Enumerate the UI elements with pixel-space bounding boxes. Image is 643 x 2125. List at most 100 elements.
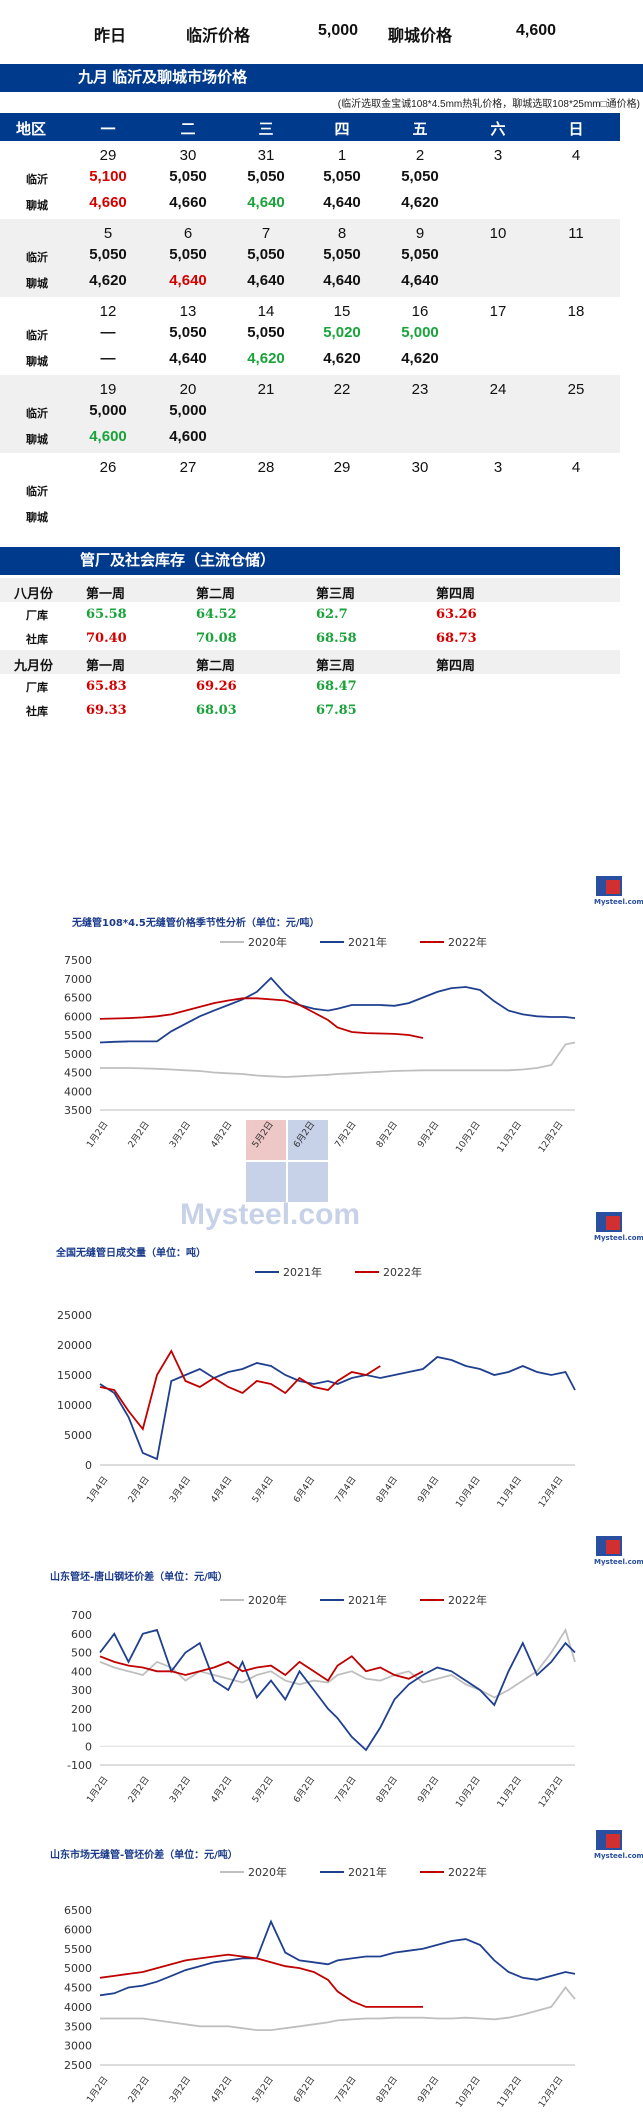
x-tick-label: 1月2日 — [85, 2074, 111, 2104]
x-tick-label: 3月4日 — [167, 1474, 193, 1504]
date-cell: 27 — [179, 459, 197, 476]
inventory-cell: 68.58 — [316, 631, 357, 646]
linyi-price: 5,050 — [169, 246, 207, 263]
y-tick-label: 3500 — [64, 2020, 92, 2033]
line-chart: 2021年 2022年 0 5000 10000 15000 20000 25000 1月4日 2… — [57, 1265, 576, 1510]
date-cell: 23 — [411, 381, 429, 398]
series-line — [99, 1919, 576, 1997]
linyi-price: 5,020 — [323, 324, 361, 341]
inventory-cell: 第一周 — [86, 659, 126, 674]
x-tick-label: 5月2日 — [250, 2074, 276, 2104]
x-tick-label: 7月4日 — [333, 1474, 359, 1504]
legend-label: 2020年 — [248, 1593, 287, 1607]
date-cell: 28 — [257, 459, 275, 476]
y-tick-label: 5500 — [64, 1943, 92, 1956]
y-tick-label: 25000 — [57, 1309, 92, 1322]
inventory-cell: 九月份 — [14, 659, 54, 674]
inventory-cell: 69.33 — [86, 703, 127, 718]
y-tick-label: 20000 — [57, 1339, 92, 1352]
inventory-row: 厂库 65.83 69.26 68.47 — [0, 674, 620, 698]
legend-label: 2020年 — [248, 935, 287, 949]
date-cell: 31 — [257, 147, 275, 164]
liaocheng-price: 4,640 — [169, 272, 207, 289]
liaocheng-price: 4,620 — [323, 350, 361, 367]
linyi-price-value: 5,000 — [318, 22, 359, 39]
week-block: 26 27 28 29 30 3 4 临沂 聊城 — [0, 453, 620, 531]
x-tick-label: 11月2日 — [495, 1774, 524, 1809]
date-cell: 9 — [415, 225, 425, 242]
row-label-liaocheng: 聊城 — [26, 277, 48, 290]
series-line — [99, 1356, 576, 1461]
date-cell: 29 — [333, 459, 351, 476]
liaocheng-price: 4,620 — [401, 350, 439, 367]
inventory-cell: 63.26 — [436, 607, 477, 622]
series-line — [99, 997, 424, 1039]
x-tick-label: 4月2日 — [209, 1119, 235, 1149]
date-cell: 30 — [179, 147, 197, 164]
date-cell: 15 — [333, 303, 351, 320]
inventory-cell: 65.58 — [86, 607, 127, 622]
x-tick-label: 6月2日 — [291, 2074, 317, 2104]
inventory-cell: 65.83 — [86, 679, 127, 694]
header-cell: 六 — [490, 121, 506, 138]
legend-label: 2022年 — [448, 1865, 487, 1879]
x-tick-label: 12月2日 — [536, 1119, 565, 1154]
date-cell: 19 — [99, 381, 117, 398]
y-tick-label: 200 — [71, 1703, 92, 1716]
linyi-price: — — [100, 324, 116, 341]
legend-label: 2022年 — [448, 935, 487, 949]
liaocheng-price: 4,640 — [401, 272, 439, 289]
date-cell: 2 — [415, 147, 425, 164]
inventory-cell: 第二周 — [196, 587, 236, 602]
liaocheng-price: 4,640 — [323, 272, 361, 289]
x-tick-label: 6月2日 — [291, 1774, 317, 1804]
inventory-cell: 社库 — [26, 705, 48, 718]
liaocheng-price: 4,620 — [247, 350, 285, 367]
x-tick-label: 10月4日 — [454, 1474, 483, 1509]
chart-title: 山东市场无缝管-管坯价差（单位：元/吨） — [50, 1850, 238, 1861]
series-line — [100, 1041, 576, 1078]
linyi-price-label: 临沂价格 — [186, 28, 251, 45]
linyi-price: 5,050 — [169, 324, 207, 341]
liaocheng-price-value: 4,600 — [516, 22, 557, 39]
x-tick-label: 2月2日 — [126, 1119, 152, 1149]
inventory-cell: 68.47 — [316, 679, 357, 694]
inventory-row: 九月份 第一周 第二周 第三周 第四周 — [0, 650, 620, 674]
y-tick-label: 700 — [71, 1609, 92, 1622]
header-cell: 地区 — [15, 121, 46, 138]
legend-label: 2022年 — [448, 1593, 487, 1607]
x-tick-label: 1月2日 — [85, 1119, 111, 1149]
linyi-price: 5,050 — [247, 324, 285, 341]
x-tick-label: 7月2日 — [333, 1774, 359, 1804]
week-block: 5 6 7 8 9 10 11 临沂 聊城 5,050 5,050 5,050 5,050 5,050 4,… — [0, 219, 620, 297]
y-tick-label: 4000 — [64, 1085, 92, 1098]
inventory-cell: 第一周 — [86, 587, 126, 602]
date-cell: 5 — [103, 225, 113, 242]
y-tick-label: 6000 — [64, 1010, 92, 1023]
linyi-price: 5,000 — [89, 402, 127, 419]
week-block: 12 13 14 15 16 17 18 临沂 聊城 — 5,050 5,050 5,020 5,000 —… — [0, 297, 620, 375]
date-cell: 17 — [489, 303, 507, 320]
date-cell: 20 — [179, 381, 197, 398]
inventory-title: 管厂及社会库存（主流仓储） — [0, 547, 620, 575]
row-label-liaocheng: 聊城 — [26, 199, 48, 212]
x-tick-label: 3月2日 — [167, 2074, 193, 2104]
row-label-linyi: 临沂 — [26, 407, 48, 420]
y-tick-label: 5000 — [64, 1429, 92, 1442]
mysteel-logo-text: Mysteel.com — [594, 1852, 643, 1860]
row-label-linyi: 临沂 — [26, 329, 48, 342]
row-label-liaocheng: 聊城 — [26, 433, 48, 446]
linyi-price: 5,050 — [401, 246, 439, 263]
legend-label: 2020年 — [248, 1865, 287, 1879]
y-tick-label: 400 — [71, 1665, 92, 1678]
x-tick-label: 6月2日 — [291, 1119, 317, 1149]
liaocheng-price: 4,640 — [247, 194, 285, 211]
x-tick-label: 10月2日 — [454, 1119, 483, 1154]
date-cell: 24 — [489, 381, 507, 398]
mysteel-logo-text: Mysteel.com — [594, 898, 643, 906]
x-tick-label: 12月2日 — [536, 1774, 565, 1809]
y-tick-label: 4000 — [64, 2001, 92, 2014]
x-tick-label: 5月2日 — [250, 1119, 276, 1149]
header-cell: 三 — [258, 121, 274, 138]
date-cell: 10 — [489, 225, 507, 242]
